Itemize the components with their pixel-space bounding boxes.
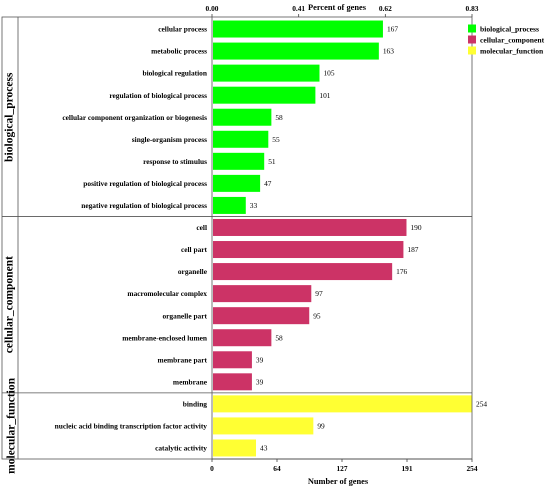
category-label-biological-regulation: biological regulation [142,69,207,78]
legend-swatch-cellular-component [468,35,476,44]
category-label-cellular-component-organization-or-biogenesis: cellular component organization or bioge… [62,113,207,122]
bar-positive-regulation-of-biological-process [213,174,261,192]
value-label-cell: 190 [410,223,421,232]
x-tick-label: 0 [210,464,214,473]
bar-catalytic-activity [213,439,257,457]
legend-swatch-biological-process [468,24,476,33]
x2-tick-label: 0.83 [466,4,479,13]
category-label-nucleic-acid-binding-transcription-factor-activity: nucleic acid binding transcription facto… [55,422,208,431]
value-label-response-to-stimulus: 51 [268,157,276,166]
group-label-cellular-component: cellular_component [4,256,16,353]
category-label-membrane-part: membrane part [158,355,208,364]
value-label-single-organism-process: 55 [272,135,280,144]
category-label-organelle: organelle [178,267,208,276]
x2-tick-label: 0.00 [206,4,219,13]
legend-label-cellular-component: cellular_component [480,35,545,44]
value-label-catalytic-activity: 43 [260,444,268,453]
x2-tick-label: 0.41 [292,4,305,13]
value-label-organelle-part: 95 [313,311,321,320]
value-label-binding: 254 [476,399,487,408]
value-label-membrane-enclosed-lumen: 58 [275,333,283,342]
axes-layer: biological_process cellular_componentmole… [4,3,479,486]
value-label-nucleic-acid-binding-transcription-factor-activity: 99 [317,422,325,431]
bar-organelle [213,263,393,281]
bar-metabolic-process [213,42,379,60]
category-label-binding: binding [183,399,208,408]
bar-single-organism-process [213,130,269,148]
labels-layer: cellular process 167 metabolic process 163 b… [55,25,488,453]
legend-label-biological-process: biological_process [480,24,539,33]
value-label-negative-regulation-of-biological-process: 33 [250,201,258,210]
bar-cell [213,218,407,236]
bar-biological-regulation [213,64,320,82]
bar-regulation-of-biological-process [213,86,316,104]
bar-organelle-part [213,307,310,325]
value-label-cellular-process: 167 [387,25,398,34]
group-label-molecular-function: molecular_function [6,377,18,473]
category-label-response-to-stimulus: response to stimulus [143,157,207,166]
x-tick-label: 254 [466,464,477,473]
bars-layer [213,20,472,457]
value-label-membrane: 39 [256,377,264,386]
category-label-positive-regulation-of-biological-process: positive regulation of biological proces… [83,179,207,188]
bar-cell-part [213,241,404,259]
bar-cellular-process [213,20,383,38]
bar-response-to-stimulus [213,152,265,170]
legend-swatch-molecular-function [468,46,476,55]
value-label-biological-regulation: 105 [323,69,334,78]
bar-cellular-component-organization-or-biogenesis [213,108,272,126]
x-axis-title: Number of genes [308,477,369,486]
category-label-membrane-enclosed-lumen: membrane-enclosed lumen [122,333,207,342]
bar-membrane [213,373,252,391]
value-label-cell-part: 187 [407,245,418,254]
category-label-catalytic-activity: catalytic activity [155,444,207,453]
bar-negative-regulation-of-biological-process [213,196,246,214]
value-label-cellular-component-organization-or-biogenesis: 58 [275,113,283,122]
value-label-macromolecular-complex: 97 [315,289,323,298]
bar-membrane-part [213,351,252,369]
category-label-cell: cell [196,223,207,232]
category-label-cell-part: cell part [181,245,208,254]
x-tick-label: 64 [273,464,281,473]
value-label-membrane-part: 39 [256,355,264,364]
category-label-negative-regulation-of-biological-process: negative regulation of biological proces… [81,201,207,210]
bar-macromolecular-complex [213,285,312,303]
x-tick-label: 191 [401,464,412,473]
category-label-organelle-part: organelle part [162,311,207,320]
category-label-single-organism-process: single-organism process [132,135,207,144]
value-label-organelle: 176 [396,267,407,276]
value-label-positive-regulation-of-biological-process: 47 [264,179,272,188]
bar-nucleic-acid-binding-transcription-factor-activity [213,417,314,435]
value-label-regulation-of-biological-process: 101 [319,91,330,100]
bar-binding [213,395,472,413]
category-label-macromolecular-complex: macromolecular complex [127,289,207,298]
value-label-metabolic-process: 163 [383,47,394,56]
category-label-regulation-of-biological-process: regulation of biological process [109,91,207,100]
legend-label-molecular-function: molecular_function [480,46,544,55]
category-label-membrane: membrane [173,377,208,386]
group-label-biological-process: biological_process [4,72,16,162]
x2-tick-label: 0.62 [379,4,392,13]
bar-membrane-enclosed-lumen [213,329,272,347]
x-tick-label: 127 [336,464,347,473]
category-label-metabolic-process: metabolic process [151,47,207,56]
legend: biological_process cellular_componentmole… [468,24,545,55]
x2-axis-title: Percent of genes [308,3,367,12]
category-label-cellular-process: cellular process [158,25,207,34]
